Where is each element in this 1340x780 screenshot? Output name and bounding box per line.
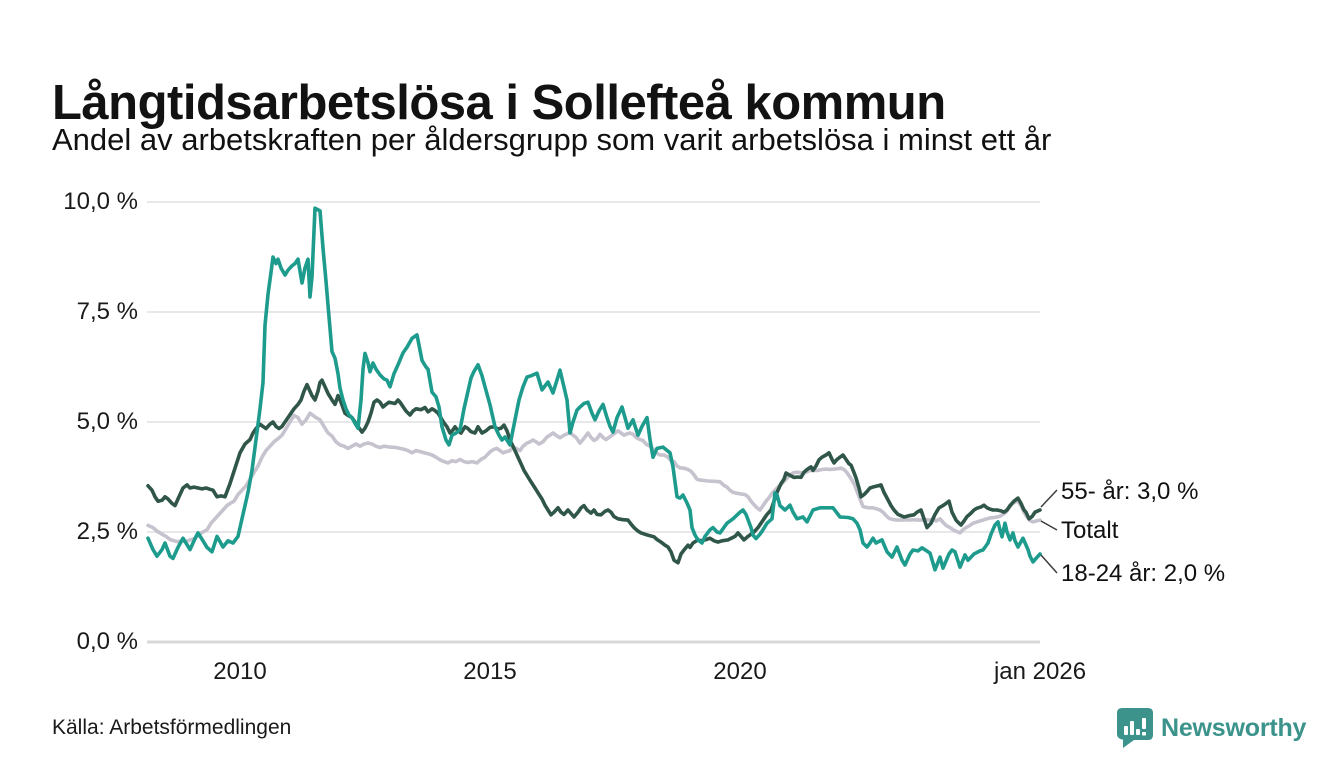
leader-line-55: [1040, 489, 1058, 508]
series-line-totalt: [146, 411, 1042, 544]
x-tick-label: 2010: [213, 658, 267, 685]
series-end-label-18-24: 18-24 år: 2,0 %: [1061, 560, 1226, 587]
leader-line-18-24: [1040, 554, 1058, 574]
page-title: Långtidsarbetslösa i Sollefteå kommun: [52, 75, 946, 130]
y-tick-label: 5,0 %: [76, 408, 138, 435]
x-tick-label: 2020: [713, 658, 767, 685]
brand-name: Newsworthy: [1161, 713, 1307, 742]
y-tick-label: 7,5 %: [76, 298, 138, 325]
newsworthy-icon: [1117, 708, 1153, 748]
x-tick-label: 2015: [463, 658, 517, 685]
series-line-18-24: [146, 206, 1042, 572]
y-tick-label: 10,0 %: [63, 188, 138, 215]
gridlines: [147, 201, 1040, 644]
chart-subtitle: Andel av arbetskraften per åldersgrupp s…: [52, 122, 1052, 157]
y-tick-label: 0,0 %: [76, 628, 138, 655]
series-lines: [146, 206, 1042, 572]
series-end-label-totalt: Totalt: [1061, 517, 1119, 544]
series-line-55plus: [146, 378, 1042, 565]
series-end-label-55: 55- år: 3,0 %: [1061, 478, 1199, 505]
label-leader-lines: [1040, 489, 1058, 574]
x-tick-label: jan 2026: [993, 658, 1087, 685]
source-note: Källa: Arbetsförmedlingen: [52, 716, 292, 739]
leader-line-totalt: [1040, 520, 1058, 531]
y-tick-label: 2,5 %: [76, 518, 138, 545]
brand-logo: Newsworthy: [1117, 708, 1306, 748]
